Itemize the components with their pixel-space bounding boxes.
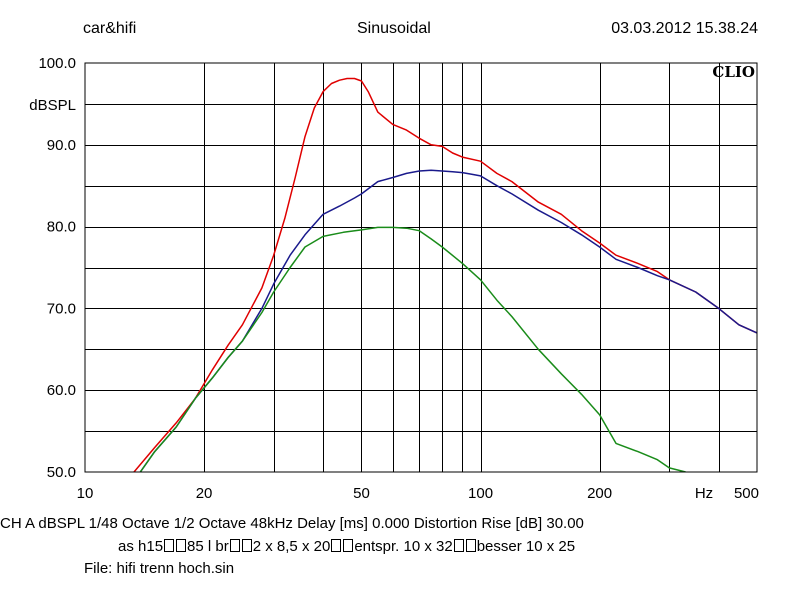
footer-file-line: File: hifi trenn hoch.sin: [84, 560, 235, 577]
missing-glyph-box: [453, 539, 464, 552]
y-axis-label: dBSPL: [29, 97, 76, 114]
clio-logo: CLIO: [712, 63, 755, 81]
note-part-3: 2 x 8,5 x 20: [252, 538, 331, 555]
series-line-2: [139, 169, 757, 472]
x-tick-label: 100: [468, 485, 493, 502]
footer-settings-line: CH A dBSPL 1/48 Octave 1/2 Octave 48kHz …: [0, 515, 584, 532]
missing-glyph-box: [176, 539, 187, 552]
x-tick-label: 200: [587, 485, 612, 502]
y-tick-label: 70.0: [47, 300, 76, 317]
x-tick-label: 10: [77, 485, 94, 502]
frequency-response-chart: 50.0 60.0 70.0 80.0 90.0 100.0 dBSPL 10 20 50 100 2…: [29, 55, 759, 502]
missing-glyph-box: [241, 539, 252, 552]
missing-glyph-box: [343, 539, 354, 552]
label-layer: 50.0 60.0 70.0 80.0 90.0 100.0 dBSPL 10 20 50 100 2…: [29, 55, 759, 502]
y-tick-label: 90.0: [47, 137, 76, 154]
missing-glyph-box: [331, 539, 342, 552]
note-part-2: 85 l br: [187, 538, 229, 555]
header-timestamp: 03.03.2012 15.38.24: [611, 20, 758, 37]
series-layer: [133, 77, 757, 472]
header-app-name: car&hifi: [83, 20, 137, 37]
y-tick-label: 100.0: [38, 55, 76, 72]
header-measurement-type: Sinusoidal: [357, 20, 431, 37]
x-axis-label: Hz: [695, 485, 713, 502]
missing-glyph-box: [229, 539, 240, 552]
x-tick-label: 500: [734, 485, 759, 502]
missing-glyph-box: [164, 539, 175, 552]
note-part-4: entspr. 10 x 32: [354, 538, 453, 555]
x-tick-label: 50: [353, 485, 370, 502]
y-tick-label: 80.0: [47, 219, 76, 236]
y-tick-label: 60.0: [47, 382, 76, 399]
note-part-5: besser 10 x 25: [476, 538, 576, 555]
series-line-1: [133, 77, 757, 472]
x-tick-label: 20: [196, 485, 213, 502]
plot-frame: [84, 62, 758, 473]
note-part-1: as h15: [118, 538, 164, 555]
y-tick-label: 50.0: [47, 464, 76, 481]
grid-layer: [85, 63, 757, 472]
missing-glyph-box: [465, 539, 476, 552]
series-line-3: [139, 226, 686, 472]
footer-notes-line: as h15 85 l br 2 x 8,5 x 20 entspr. 10 x 32…: [118, 538, 575, 555]
